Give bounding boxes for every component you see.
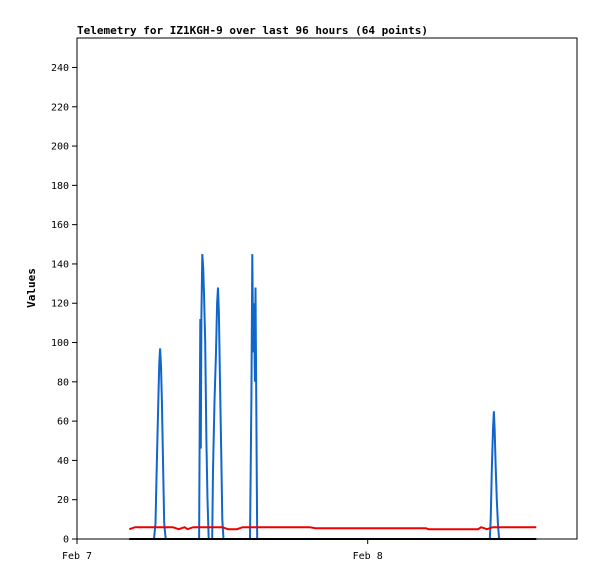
y-tick-label: 40 — [57, 456, 69, 467]
y-tick-label: 20 — [57, 495, 69, 506]
y-tick-label: 240 — [51, 63, 69, 74]
y-tick-label: 140 — [51, 259, 69, 270]
y-tick-label: 180 — [51, 181, 69, 192]
y-tick-label: 60 — [57, 417, 69, 428]
y-axis: 0 20 40 60 80 100 120 140 160 180 200 220 240 — [51, 63, 77, 546]
y-tick-label: 100 — [51, 338, 69, 349]
y-tick-label: 200 — [51, 142, 69, 153]
y-tick-label: 160 — [51, 220, 69, 231]
y-tick-label: 220 — [51, 102, 69, 113]
chart-title: Telemetry for IZ1KGH-9 over last 96 hour… — [77, 24, 428, 37]
y-axis-label: Values — [25, 268, 38, 308]
x-tick-label: Feb 7 — [62, 551, 92, 562]
x-axis: Feb 7 Feb 8 — [62, 539, 383, 562]
series-line-red — [128, 526, 537, 531]
series-layer — [128, 254, 537, 540]
y-tick-label: 0 — [63, 535, 69, 546]
series-line-blue — [129, 254, 502, 540]
y-tick-label: 80 — [57, 377, 69, 388]
y-tick-label: 120 — [51, 299, 69, 310]
x-tick-label: Feb 8 — [353, 551, 383, 562]
plot-frame — [76, 37, 578, 540]
